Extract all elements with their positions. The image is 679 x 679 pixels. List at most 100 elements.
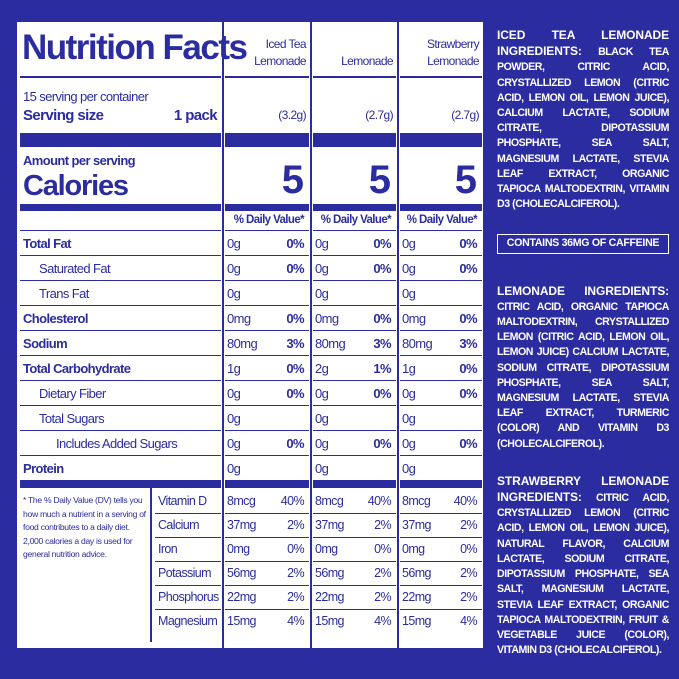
ingredient-heading: ICED TEA LEMONADE INGREDIENTS: <box>497 28 669 59</box>
nutrient-name: Total Sugars <box>39 411 105 426</box>
calories-value: 5 <box>368 158 391 202</box>
ingredient-text: CITRIC ACID, ORGANIC TAPIOCA MALTODEXTRI… <box>497 300 669 450</box>
rule <box>313 405 396 406</box>
rule <box>400 609 482 610</box>
nutrient-dv: 0% <box>459 436 477 451</box>
rule <box>313 204 396 211</box>
vitamin-amount: 37mg <box>315 518 344 532</box>
rule <box>225 380 309 381</box>
nutrient-amount: 0g <box>227 261 241 276</box>
nutrient-dv: 0% <box>459 261 477 276</box>
vitamin-dv: 2% <box>374 566 391 580</box>
nutrient-amount: 0g <box>315 461 329 476</box>
nutrient-amount: 2g <box>315 361 329 376</box>
nutrient-amount: 0g <box>227 461 241 476</box>
nutrient-dv: 3% <box>373 336 391 351</box>
ingredient-block: ICED TEA LEMONADE INGREDIENTS: BLACK TEA… <box>497 28 669 212</box>
nutrient-name: Trans Fat <box>39 286 89 301</box>
calories-value: 5 <box>454 158 477 202</box>
vitamin-dv: 2% <box>287 566 304 580</box>
nutrient-amount: 0g <box>227 436 241 451</box>
vitamin-dv: 2% <box>374 518 391 532</box>
nutrient-name: Dietary Fiber <box>39 386 106 401</box>
ingredient-text: CITRIC ACID, CRYSTALLIZED LEMON (CITRIC … <box>497 492 669 657</box>
dv-header: % Daily Value* <box>320 214 392 226</box>
vitamin-dv: 4% <box>374 614 391 628</box>
rule <box>313 585 396 586</box>
rule <box>20 455 221 456</box>
rule <box>400 330 482 331</box>
dv-header: % Daily Value* <box>233 214 305 226</box>
nutrient-dv: 0% <box>373 386 391 401</box>
nutrient-name: Cholesterol <box>23 311 89 326</box>
rule <box>313 480 396 488</box>
rule <box>400 480 482 488</box>
nutrient-amount: 0g <box>227 411 241 426</box>
vitamin-dv: 0% <box>460 542 477 556</box>
nutrient-dv: 0% <box>373 261 391 276</box>
nutrient-amount: 1g <box>227 361 241 376</box>
vitamin-dv: 40% <box>453 494 478 508</box>
rule <box>225 513 309 514</box>
rule <box>20 133 221 147</box>
calories-label: Calories <box>23 170 129 202</box>
footnote: * The % Daily Value (DV) tells you how m… <box>23 495 146 560</box>
rule <box>225 255 309 256</box>
rule <box>313 230 396 231</box>
rule <box>313 255 396 256</box>
vitamin-dv: 2% <box>460 518 477 532</box>
ingredient-heading: STRAWBERRY LEMONADE INGREDIENTS: <box>497 473 669 505</box>
nutrient-amount: 0g <box>402 386 416 401</box>
ingredient-heading: LEMONADE INGREDIENTS: <box>497 283 669 298</box>
rule <box>225 430 309 431</box>
nutrient-dv: 0% <box>373 436 391 451</box>
nutrient-amount: 0g <box>227 386 241 401</box>
nutrient-amount: 0g <box>402 436 416 451</box>
vitamin-dv: 2% <box>460 590 477 604</box>
rule <box>225 355 309 356</box>
rule <box>20 204 221 211</box>
rule <box>225 305 309 306</box>
nutrient-amount: 0g <box>227 236 241 251</box>
label-panel <box>17 22 483 648</box>
nutrient-amount: 0g <box>315 436 329 451</box>
vitamin-dv: 4% <box>287 614 304 628</box>
rule <box>400 204 482 211</box>
rule <box>155 609 221 610</box>
nutrient-dv: 0% <box>286 236 304 251</box>
nutrient-dv: 0% <box>286 361 304 376</box>
rule <box>313 280 396 281</box>
nutrient-name: Total Fat <box>23 236 71 251</box>
nutrient-amount: 0g <box>315 236 329 251</box>
vitamin-amount: 15mg <box>315 614 344 628</box>
nutrient-dv: 0% <box>286 436 304 451</box>
nutrient-amount: 0g <box>402 236 416 251</box>
rule <box>400 585 482 586</box>
rule <box>20 430 221 431</box>
rule <box>313 133 396 147</box>
vitamin-amount: 8mcg <box>315 494 344 508</box>
product-name: Lemonade <box>427 54 480 68</box>
rule <box>155 513 221 514</box>
vitamin-amount: 15mg <box>227 614 256 628</box>
vitamin-dv: 2% <box>287 518 304 532</box>
rule <box>225 609 309 610</box>
vitamin-amount: 37mg <box>402 518 431 532</box>
product-name: Lemonade <box>341 54 394 68</box>
rule <box>400 76 482 78</box>
rule <box>400 561 482 562</box>
rule <box>225 405 309 406</box>
nutrient-name: Sodium <box>23 336 68 351</box>
nutrient-dv: 0% <box>459 386 477 401</box>
rule <box>20 355 221 356</box>
rule <box>400 513 482 514</box>
rule <box>313 537 396 538</box>
nutrient-amount: 0g <box>227 286 241 301</box>
nutrient-name: Total Carbohydrate <box>23 361 131 376</box>
rule <box>20 76 221 78</box>
serving-size: 1 pack <box>173 107 218 124</box>
rule <box>400 380 482 381</box>
rule <box>313 305 396 306</box>
nutrient-dv: 0% <box>459 236 477 251</box>
